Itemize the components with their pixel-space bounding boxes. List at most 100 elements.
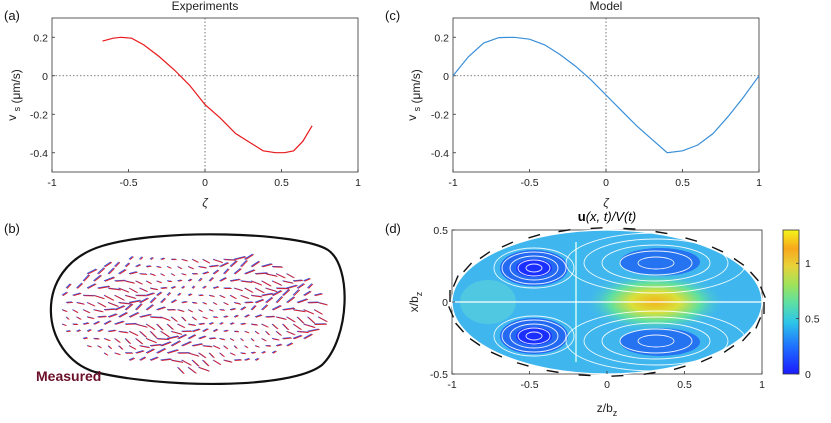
velocity-arrow: [287, 331, 296, 336]
velocity-arrow: [178, 367, 185, 375]
velocity-arrow: [282, 307, 295, 311]
velocity-arrow: [261, 292, 273, 296]
velocity-arrow: [223, 268, 229, 274]
velocity-arrow: [170, 285, 176, 289]
velocity-arrow: [104, 320, 112, 325]
velocity-arrow: [157, 306, 166, 311]
velocity-arrow: [157, 292, 163, 297]
velocity-arrow: [125, 338, 132, 345]
velocity-arrow: [128, 271, 137, 275]
velocity-arrow: [293, 309, 306, 313]
velocity-arrow: [276, 331, 282, 336]
velocity-arrow: [115, 305, 126, 311]
velocity-arrow: [160, 341, 171, 347]
velocity-arrow: [161, 358, 172, 361]
velocity-arrow: [262, 293, 274, 297]
velocity-arrow: [283, 324, 290, 331]
velocity-arrow: [171, 331, 183, 335]
chart-c-title: Model: [590, 0, 623, 13]
boundary-arrow: [749, 271, 759, 282]
svg-text:x/bz: x/bz: [407, 291, 424, 312]
velocity-arrow: [136, 280, 143, 285]
x-tick-label: -0.5: [119, 177, 137, 189]
velocity-arrow: [104, 277, 116, 282]
velocity-arrow: [230, 279, 241, 282]
streamline: [637, 256, 675, 270]
velocity-arrow: [65, 330, 70, 332]
velocity-arrow: [192, 259, 199, 263]
velocity-arrow: [293, 335, 303, 340]
chart-a-ylabel: v s (μm/s): [5, 69, 23, 120]
velocity-arrow: [140, 331, 148, 338]
velocity-arrow: [108, 268, 115, 275]
velocity-arrow: [107, 329, 116, 332]
velocity-arrow: [245, 345, 249, 349]
velocity-arrow: [73, 309, 79, 314]
velocity-arrow: [157, 348, 167, 354]
velocity-arrow: [245, 331, 250, 334]
velocity-arrow: [255, 358, 260, 361]
velocity-arrow: [266, 331, 271, 336]
measured-label: Measured: [36, 368, 101, 384]
chart-a: Experiments -1 -0.5 0 0.5 1 0.2 0 -0.2 -0.4 ζ v …: [5, 0, 361, 210]
chart-a-ticks: -1 -0.5 0 0.5 1 0.2 0 -0.2 -0.4: [30, 32, 361, 189]
velocity-arrow: [146, 348, 155, 354]
velocity-arrow: [157, 324, 164, 331]
boundary-arrow: [700, 356, 713, 363]
streamline: [501, 319, 567, 353]
velocity-arrow: [192, 328, 201, 333]
velocity-arrow: [125, 280, 135, 284]
velocity-arrow: [191, 328, 200, 332]
velocity-arrow: [212, 285, 219, 289]
velocity-arrow: [86, 283, 96, 289]
velocity-arrow: [115, 280, 127, 282]
velocity-arrow: [167, 324, 174, 330]
velocity-arrow: [208, 337, 216, 339]
velocity-arrow: [124, 262, 130, 267]
velocity-arrow: [255, 345, 260, 348]
velocity-arrow: [139, 356, 146, 361]
x-tick-label: -1: [447, 379, 456, 391]
boundary-arrow: [759, 286, 766, 298]
velocity-arrow: [251, 261, 261, 268]
velocity-arrow: [209, 309, 214, 312]
velocity-arrow: [107, 313, 117, 318]
velocity-arrow: [108, 330, 117, 333]
velocity-arrow: [136, 338, 144, 345]
velocity-arrow: [82, 274, 90, 282]
velocity-arrow: [115, 321, 125, 325]
panel-label-b: (b): [4, 221, 20, 236]
velocity-arrow: [283, 280, 294, 284]
y-tick-label: 0: [42, 71, 48, 83]
velocity-arrow: [119, 345, 124, 350]
velocity-arrow: [245, 254, 254, 261]
velocity-arrow: [171, 286, 177, 289]
chart-d-xlabel: z/bz: [597, 401, 618, 418]
velocity-arrow: [254, 314, 262, 318]
boundary-arrow: [611, 374, 624, 377]
velocity-arrow: [234, 256, 247, 261]
velocity-arrow: [104, 338, 111, 342]
velocity-arrow: [313, 292, 322, 296]
series-line-experiments: [102, 36, 313, 154]
velocity-arrow: [161, 341, 172, 347]
velocity-arrow: [98, 329, 104, 333]
velocity-arrow: [119, 269, 127, 275]
velocity-arrow: [202, 271, 209, 275]
panel-label-c: (c): [385, 8, 400, 23]
velocity-arrow: [224, 360, 233, 363]
velocity-arrow: [265, 296, 273, 303]
velocity-arrow: [209, 337, 217, 340]
velocity-arrow: [83, 337, 88, 340]
velocity-arrow: [156, 306, 165, 311]
velocity-arrow: [224, 302, 229, 306]
velocity-arrow: [139, 256, 143, 260]
velocity-arrow: [262, 338, 267, 342]
velocity-arrow: [77, 302, 85, 305]
velocity-arrow: [224, 259, 236, 261]
boundary-arrow: [452, 275, 459, 287]
velocity-arrow: [166, 335, 179, 339]
velocity-arrow: [209, 352, 215, 359]
velocity-arrow: [223, 329, 228, 332]
velocity-arrow: [262, 324, 269, 328]
